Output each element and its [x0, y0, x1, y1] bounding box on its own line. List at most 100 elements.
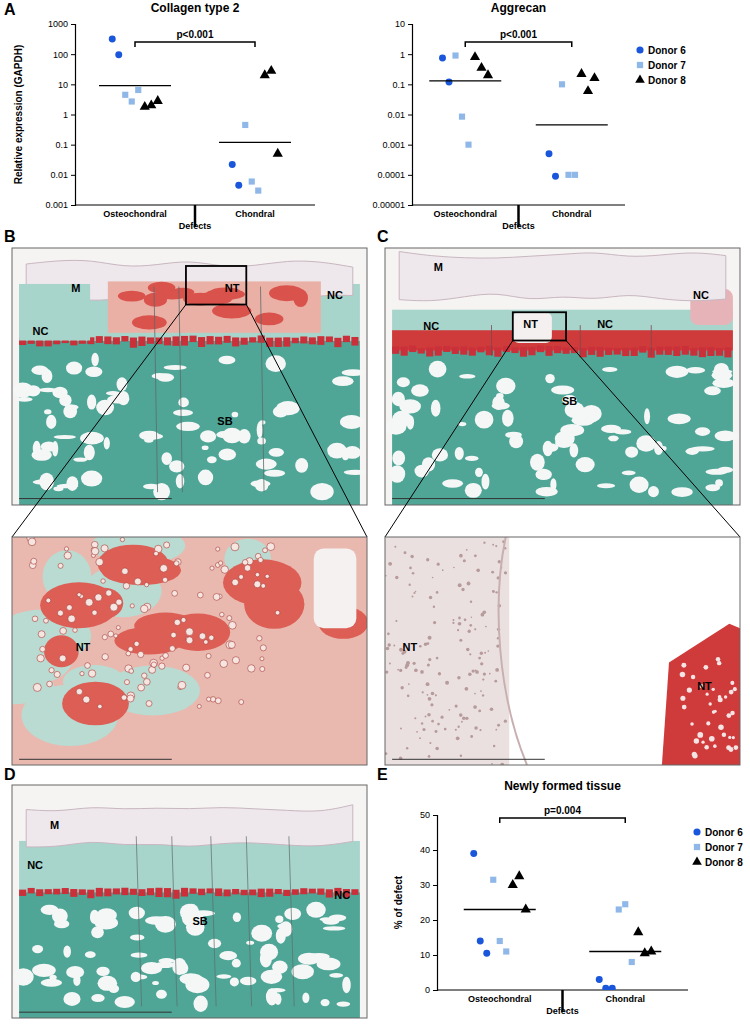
image-border	[12, 785, 367, 1018]
y-tick: 10	[395, 19, 412, 29]
inset-cell	[106, 590, 112, 596]
inset-cell	[221, 566, 228, 573]
data-point	[559, 81, 565, 87]
data-point	[109, 35, 116, 42]
x-axis-title: Defects	[546, 1006, 579, 1016]
tissue-label: M	[71, 282, 80, 294]
tidemark-band	[469, 348, 476, 356]
y-axis-line	[433, 816, 438, 991]
inset-cell	[163, 653, 169, 659]
bone-marrow-space	[429, 361, 447, 378]
legend-label: Donor 6	[705, 827, 743, 838]
image-background	[385, 248, 740, 505]
y-tick-mark	[433, 885, 437, 886]
tidemark-band	[53, 889, 60, 895]
y-tick-mark	[408, 205, 412, 206]
y-tick-mark	[71, 115, 75, 116]
y-tick-label: 30	[420, 880, 430, 890]
inset-cell	[151, 662, 156, 667]
chart-title: Collagen type 2	[151, 1, 240, 15]
legend-label: Donor 8	[705, 857, 743, 868]
bone-marrow-space	[117, 377, 128, 391]
inset-cell	[229, 621, 237, 629]
bone-marrow-space	[161, 452, 172, 465]
inset-cell	[437, 563, 440, 566]
inset-cell	[64, 552, 71, 559]
inset-cell	[33, 683, 41, 691]
inset-cell	[92, 610, 97, 615]
bone-marrow-space	[96, 908, 116, 922]
tidemark-band	[528, 347, 535, 355]
new-tissue-stain	[144, 293, 167, 307]
y-tick: 10	[58, 80, 75, 90]
tidemark-band	[249, 889, 256, 895]
inset-cell	[424, 643, 427, 646]
inset-cell	[410, 555, 413, 558]
y-tick-label: 0	[425, 985, 430, 995]
inset-cell	[159, 663, 165, 669]
y-tick-mark	[433, 850, 437, 851]
inset-cell	[265, 574, 269, 578]
bone-marrow-space	[431, 400, 441, 417]
median-line	[589, 951, 661, 952]
data-point	[465, 142, 471, 148]
tissue-label: SB	[562, 395, 577, 407]
y-tick-label: 10	[58, 80, 68, 90]
inset-cell	[144, 679, 151, 686]
inset-cell	[490, 707, 494, 711]
y-tick: 40	[420, 845, 437, 855]
inset-cell	[142, 673, 147, 678]
inset-cell	[257, 636, 262, 641]
y-tick-label: 100	[53, 50, 68, 60]
inset-cell	[393, 645, 395, 647]
tidemark-band	[19, 890, 26, 896]
inset-cell	[134, 578, 141, 585]
tidemark-band	[147, 888, 154, 895]
bone-marrow-space	[389, 465, 405, 482]
inset-stain	[223, 559, 301, 606]
bone-marrow-space	[415, 465, 430, 478]
tissue-crack	[179, 287, 183, 493]
inset-cell	[228, 641, 235, 648]
subchondral-bone	[19, 341, 360, 505]
inset-cell	[46, 598, 51, 603]
y-tick-mark	[71, 145, 75, 146]
inset-cell	[691, 675, 695, 679]
tidemark-band	[164, 337, 171, 345]
inset-cell	[124, 680, 129, 685]
image-border	[385, 248, 740, 505]
tidemark-band	[121, 336, 128, 341]
tidemark-band	[682, 346, 689, 355]
tidemark-band	[275, 338, 282, 347]
tidemark-band	[443, 346, 450, 352]
inset-cell	[232, 657, 239, 664]
y-tick: 0.00001	[372, 200, 412, 210]
median-line	[536, 124, 608, 125]
significance-bracket	[465, 42, 572, 47]
inset-stain	[98, 545, 169, 584]
histology-image	[12, 785, 367, 1018]
y-tick-mark	[408, 145, 412, 146]
inset-cartilage-fragment	[662, 624, 740, 765]
chart: Newly formed tissue01020304050% of defec…	[393, 779, 743, 1016]
inset-cell	[733, 687, 737, 691]
inset-cell	[470, 735, 473, 738]
inset-cell	[215, 698, 221, 704]
inset-cell	[680, 696, 685, 701]
new-tissue-stain	[255, 313, 284, 326]
y-tick: 10	[420, 950, 437, 960]
tidemark-band	[418, 348, 425, 353]
median-line	[464, 909, 536, 910]
bone-marrow-space	[85, 367, 102, 377]
tidemark-band	[79, 889, 86, 895]
inset-cell	[429, 742, 431, 744]
bone-marrow-space	[54, 435, 76, 439]
inset-cell	[458, 617, 461, 620]
y-tick-label: 20	[420, 915, 430, 925]
bone-marrow-space	[130, 934, 144, 940]
inset-cell	[220, 660, 228, 668]
inset-cell	[96, 558, 104, 566]
y-tick-label: 0.01	[50, 170, 68, 180]
tidemark-band	[435, 346, 442, 355]
y-tick-mark	[71, 84, 75, 85]
